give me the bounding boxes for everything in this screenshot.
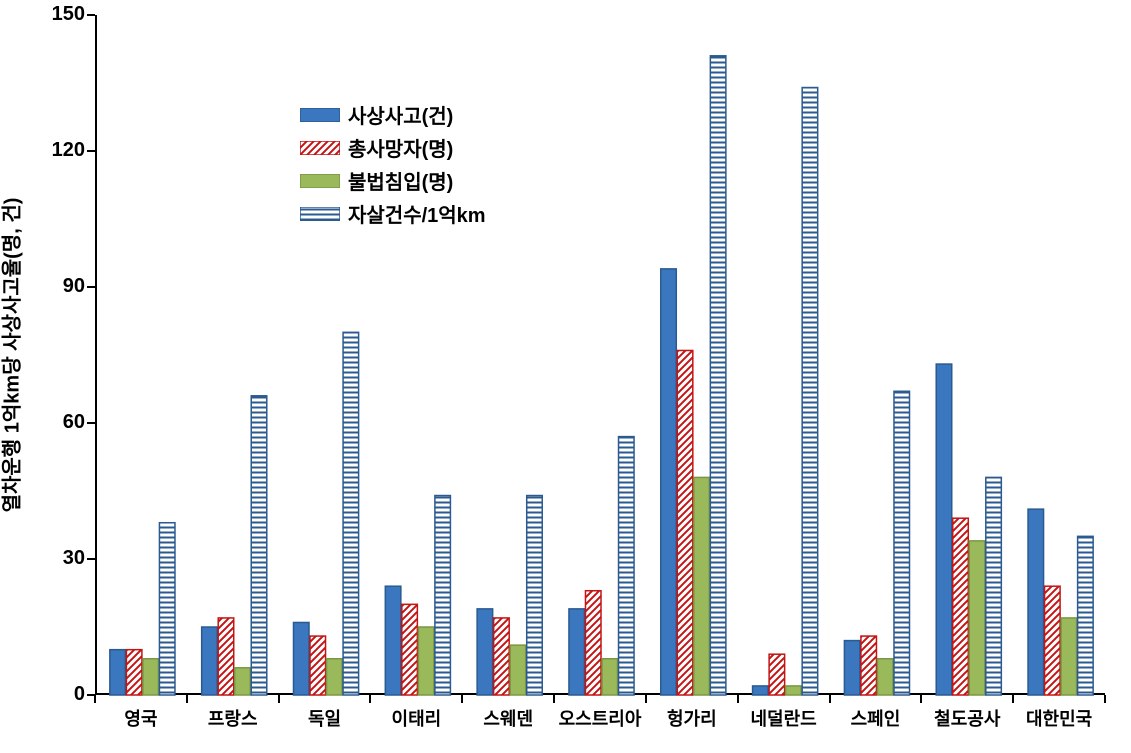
x-category-label: 영국 [95, 705, 187, 731]
legend-item: 사상사고(건) [300, 100, 486, 129]
bar [235, 668, 251, 695]
x-category-label: 스페인 [830, 705, 922, 731]
bar [619, 437, 635, 695]
legend-item: 총사망자(명) [300, 133, 486, 162]
bar [861, 636, 877, 695]
bar [1028, 509, 1044, 695]
x-category-label: 철도공사 [921, 705, 1013, 731]
y-tick-label: 60 [35, 411, 85, 434]
bar [510, 645, 526, 695]
y-tick-mark [87, 422, 95, 424]
bar [251, 396, 267, 695]
x-category-label: 네덜란드 [738, 705, 830, 731]
x-category-label: 오스트리아 [554, 705, 646, 731]
bars-svg [97, 15, 1107, 695]
y-tick-mark [87, 150, 95, 152]
x-tick-mark [1104, 695, 1106, 703]
bar [569, 609, 585, 695]
x-tick-mark [553, 695, 555, 703]
x-tick-mark [186, 695, 188, 703]
x-tick-mark [1012, 695, 1014, 703]
legend-label: 총사망자(명) [348, 133, 453, 162]
x-tick-mark [645, 695, 647, 703]
x-category-label: 독일 [279, 705, 371, 731]
x-tick-mark [829, 695, 831, 703]
bar [877, 659, 893, 695]
bar [310, 636, 326, 695]
legend-swatch [300, 108, 340, 122]
x-tick-mark [737, 695, 739, 703]
legend-label: 자살건수/1억km [348, 199, 486, 228]
x-tick-mark [94, 695, 96, 703]
bar [677, 350, 693, 695]
bar [494, 618, 510, 695]
x-tick-mark [920, 695, 922, 703]
legend-swatch [300, 207, 340, 221]
bar [126, 650, 142, 695]
bar [1045, 586, 1061, 695]
y-tick-label: 150 [35, 3, 85, 26]
legend-item: 불법침입(명) [300, 166, 486, 195]
bar [202, 627, 218, 695]
bar [894, 391, 910, 695]
bar [527, 496, 543, 695]
x-category-label: 헝가리 [646, 705, 738, 731]
bar [435, 496, 451, 695]
y-tick-mark [87, 286, 95, 288]
plot-area [95, 15, 1105, 695]
bar [602, 659, 618, 695]
bar [110, 650, 126, 695]
y-tick-mark [87, 558, 95, 560]
x-tick-mark [461, 695, 463, 703]
x-category-label: 이태리 [370, 705, 462, 731]
bar [694, 477, 710, 695]
bar [786, 686, 802, 695]
y-tick-label: 90 [35, 275, 85, 298]
x-category-label: 프랑스 [187, 705, 279, 731]
bar [953, 518, 969, 695]
chart-container: 열차운행 1억km당 사상사고율(명, 건) 사상사고(건) 총사망자(명) 불법침… [0, 0, 1131, 753]
y-tick-label: 30 [35, 547, 85, 570]
y-tick-label: 120 [35, 139, 85, 162]
bar [1078, 536, 1094, 695]
bar [969, 541, 985, 695]
y-tick-mark [87, 14, 95, 16]
bar [986, 477, 1002, 695]
bar [293, 622, 309, 695]
bar [710, 56, 726, 695]
bar [802, 88, 818, 695]
bar [343, 332, 359, 695]
bar [585, 591, 601, 695]
x-category-label: 스웨덴 [462, 705, 554, 731]
legend-label: 불법침입(명) [348, 166, 453, 195]
x-tick-mark [278, 695, 280, 703]
bar [143, 659, 159, 695]
legend-label: 사상사고(건) [348, 100, 453, 129]
y-axis-label: 열차운행 1억km당 사상사고율(명, 건) [0, 15, 25, 695]
bar [402, 604, 418, 695]
legend-item: 자살건수/1억km [300, 199, 486, 228]
bar [385, 586, 401, 695]
y-tick-label: 0 [35, 683, 85, 706]
bar [477, 609, 493, 695]
bar [844, 641, 860, 695]
bar [218, 618, 234, 695]
bar [936, 364, 952, 695]
legend: 사상사고(건) 총사망자(명) 불법침입(명) 자살건수/1억km [300, 100, 486, 232]
bar [159, 523, 175, 695]
legend-swatch [300, 174, 340, 188]
bar [661, 269, 677, 695]
x-category-label: 대한민국 [1013, 705, 1105, 731]
bar [769, 654, 785, 695]
x-tick-mark [369, 695, 371, 703]
bar [418, 627, 434, 695]
bar [327, 659, 343, 695]
legend-swatch [300, 141, 340, 155]
bar [753, 686, 769, 695]
bar [1061, 618, 1077, 695]
